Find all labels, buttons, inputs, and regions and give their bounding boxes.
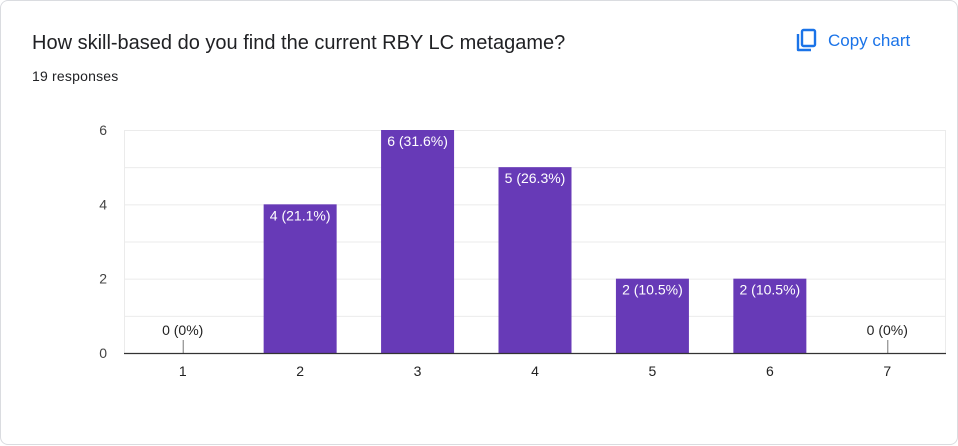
y-tick-label: 6 xyxy=(99,122,107,138)
x-tick-label: 6 xyxy=(766,363,774,379)
data-label: 5 (26.3%) xyxy=(505,170,566,186)
data-label: 4 (21.1%) xyxy=(270,207,331,223)
chart-title: How skill-based do you find the current … xyxy=(32,32,566,54)
x-tick-label: 4 xyxy=(531,363,539,379)
bar xyxy=(615,278,689,353)
copy-chart-label: Copy chart xyxy=(828,31,911,50)
x-tick-label: 1 xyxy=(179,363,187,379)
data-label: 2 (10.5%) xyxy=(622,282,683,298)
x-tick-label: 2 xyxy=(296,363,304,379)
x-tick-label: 3 xyxy=(414,363,422,379)
data-label: 0 (0%) xyxy=(162,322,203,338)
x-tick-label: 5 xyxy=(649,363,657,379)
y-tick-label: 4 xyxy=(99,196,107,212)
copy-icon xyxy=(794,28,818,54)
response-count: 19 responses xyxy=(32,68,119,84)
data-label: 0 (0%) xyxy=(867,322,908,338)
data-label: 6 (31.6%) xyxy=(387,133,448,149)
bar xyxy=(381,130,455,353)
bar xyxy=(263,204,337,353)
bar xyxy=(733,278,807,353)
data-label: 2 (10.5%) xyxy=(740,282,801,298)
x-tick-label: 7 xyxy=(883,363,891,379)
y-tick-label: 0 xyxy=(99,345,107,361)
bar xyxy=(498,167,572,353)
copy-chart-button[interactable]: Copy chart xyxy=(794,24,910,58)
y-tick-label: 2 xyxy=(99,271,107,287)
